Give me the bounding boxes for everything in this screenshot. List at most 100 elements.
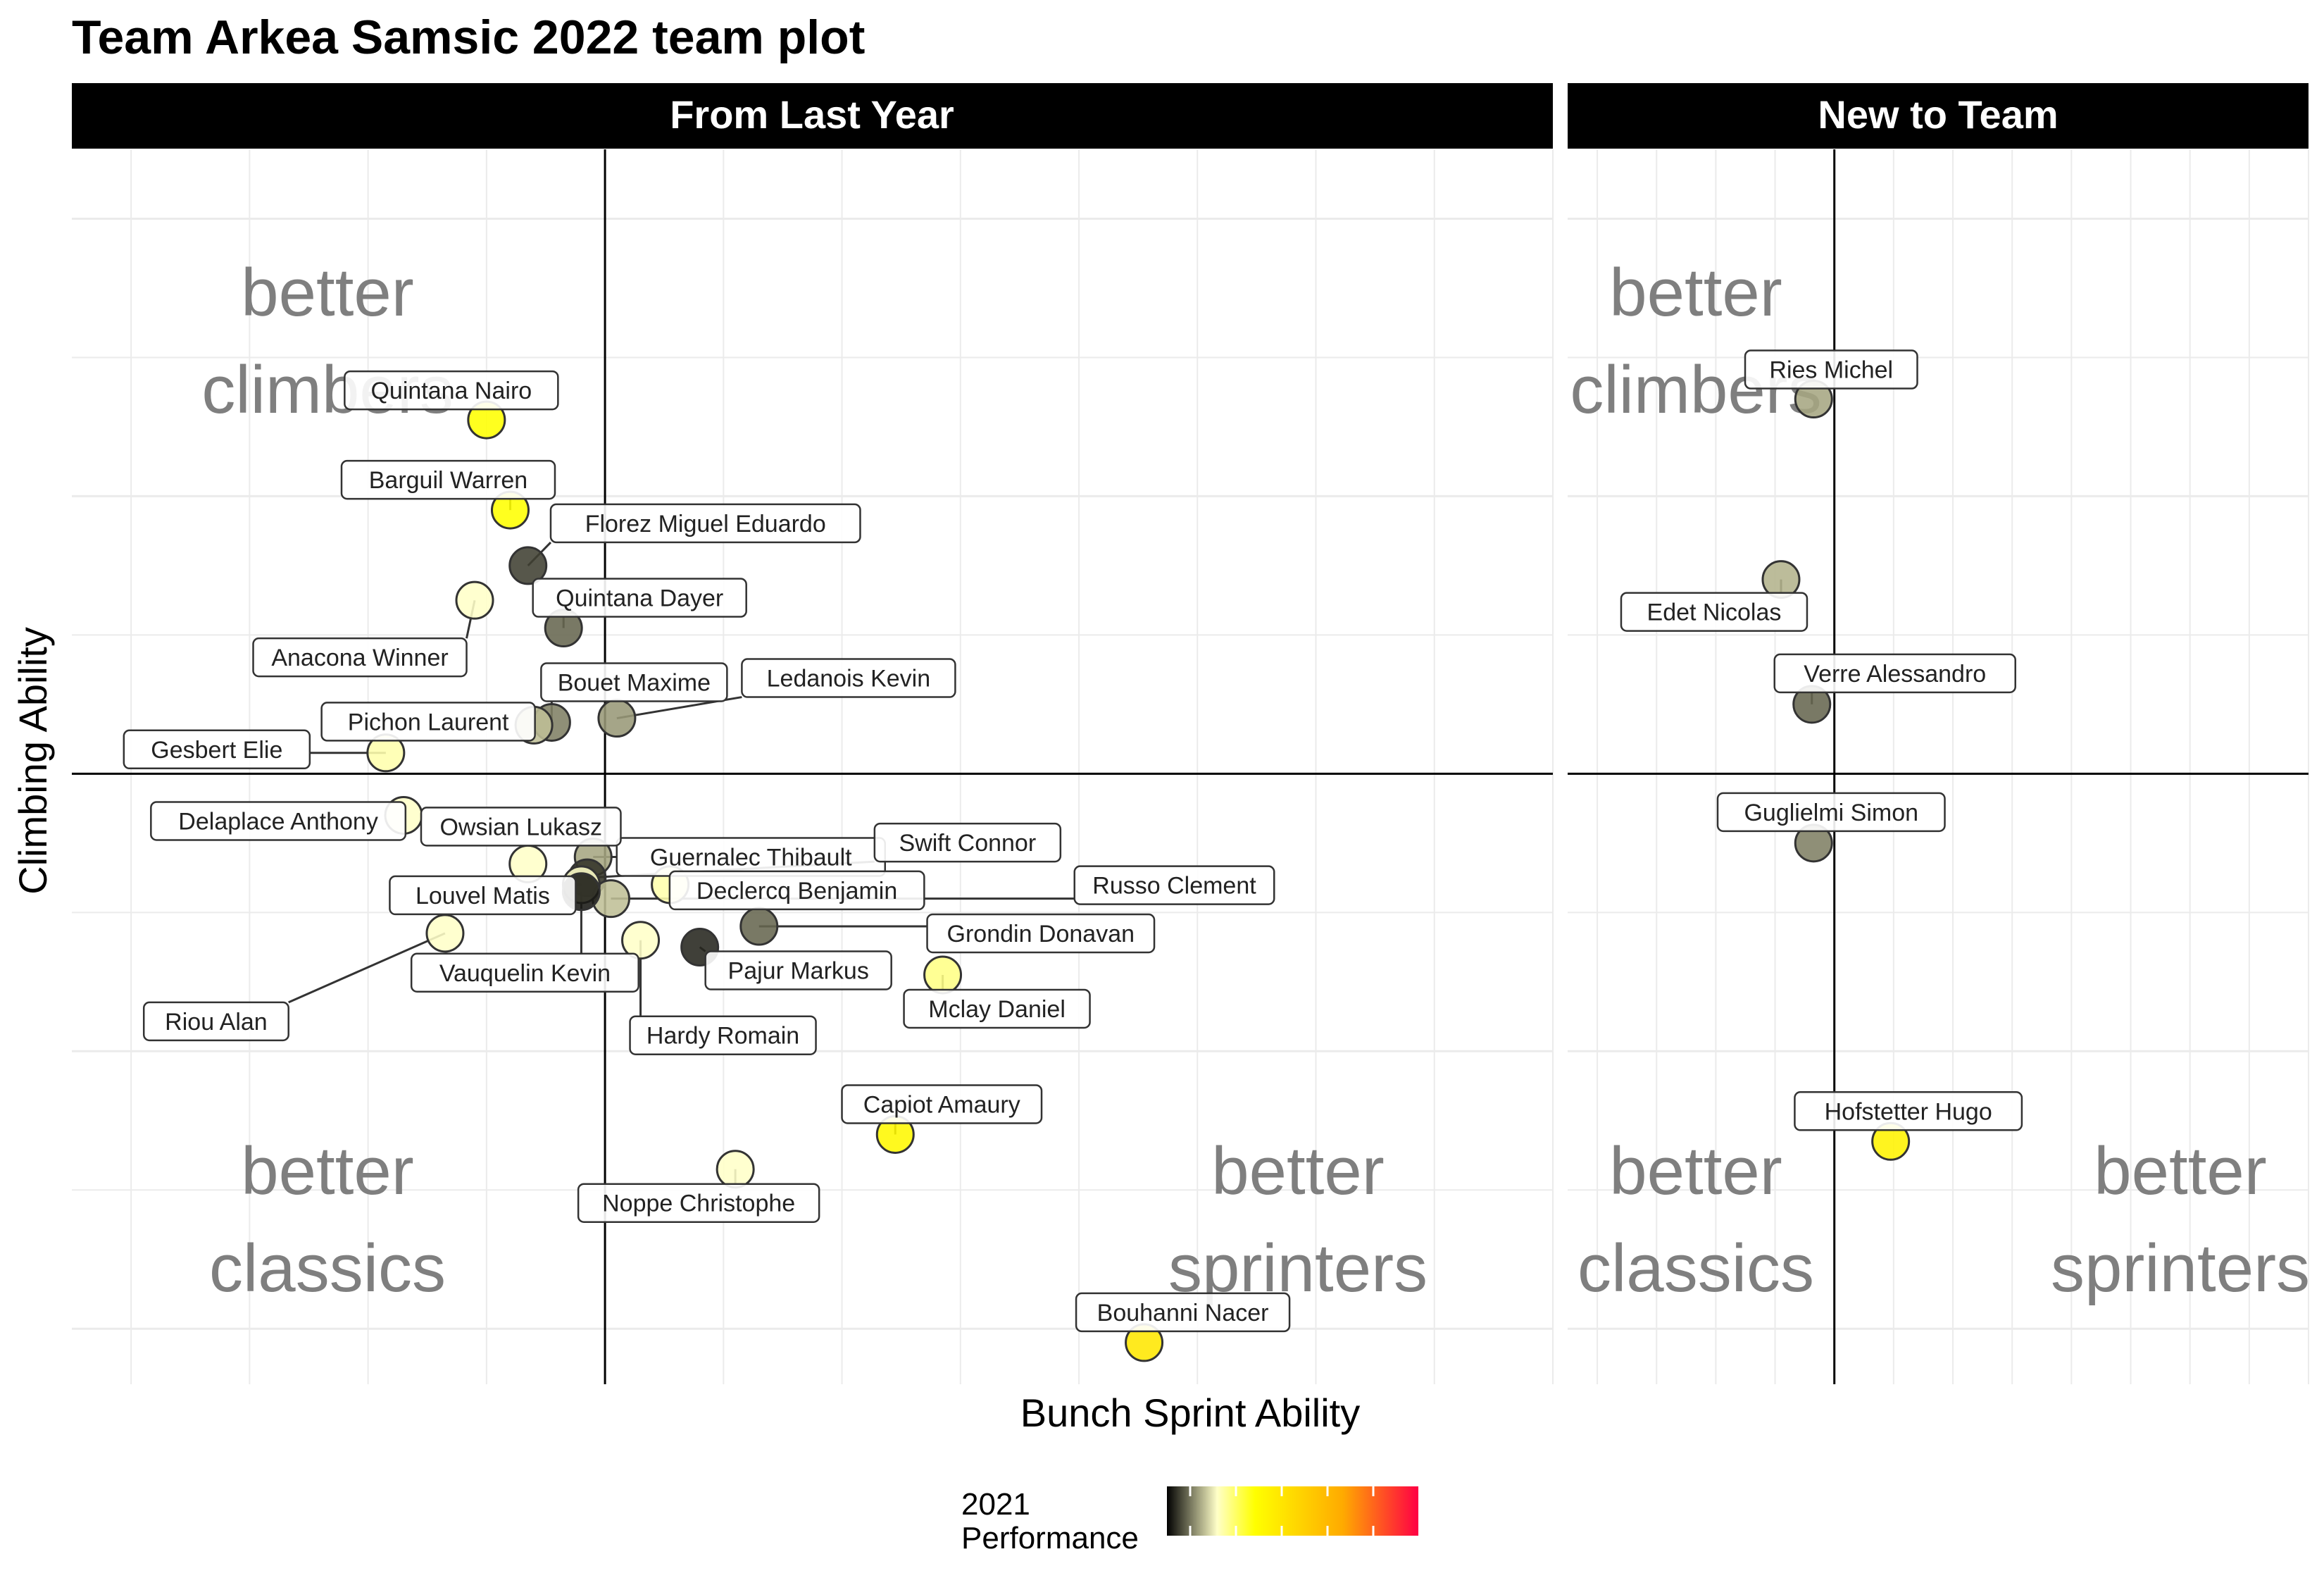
label-ledanois-kevin: Ledanois Kevin bbox=[741, 658, 956, 698]
label-text: Grondin Donavan bbox=[947, 921, 1135, 947]
label-box bbox=[142, 1001, 289, 1042]
label-text: Guglielmi Simon bbox=[1744, 800, 1918, 826]
label-capiot-amaury: Capiot Amaury bbox=[841, 1084, 1043, 1124]
quadrant-bottom-left-line1: better bbox=[241, 1133, 413, 1209]
label-box bbox=[668, 870, 925, 911]
point-grondin-donavan bbox=[739, 907, 779, 946]
label-text: Riou Alan bbox=[165, 1009, 268, 1036]
label-delaplace-anthony: Delaplace Anthony bbox=[150, 801, 407, 841]
quadrant-bottom-left-line1: better bbox=[1609, 1133, 1782, 1209]
facet-title-from-last-year: From Last Year bbox=[670, 92, 954, 137]
label-text: Hofstetter Hugo bbox=[1825, 1098, 1992, 1125]
label-text: Louvel Matis bbox=[416, 883, 550, 909]
point-mclay-daniel bbox=[923, 955, 963, 995]
label-box bbox=[1620, 592, 1808, 632]
labels-new-to-team: Ries Michel Edet Nicolas Verre Alessandro G… bbox=[1620, 349, 2023, 1131]
label-bouet-maxime: Bouet Maxime bbox=[540, 662, 728, 702]
label-hardy-romain: Hardy Romain bbox=[629, 1015, 817, 1055]
label-text: Anacona Winner bbox=[271, 645, 448, 671]
label-box bbox=[540, 662, 728, 702]
label-text: Pajur Markus bbox=[728, 958, 869, 985]
label-text: Russo Clement bbox=[1092, 873, 1256, 900]
quadrant-top-left-line1: better bbox=[241, 255, 413, 330]
point-hardy-romain bbox=[621, 921, 661, 960]
quadrant-bottom-left-line2: classics bbox=[1578, 1231, 1814, 1306]
label-text: Owsian Lukasz bbox=[439, 814, 602, 840]
point-ledanois-kevin bbox=[597, 699, 637, 738]
quadrant-bottom-right-line1: better bbox=[2094, 1133, 2266, 1209]
label-pichon-laurent: Pichon Laurent bbox=[320, 702, 536, 742]
label-text: Swift Connor bbox=[899, 830, 1037, 857]
facet-from-last-year: From Last Year better climbers better cl… bbox=[72, 83, 1554, 1384]
label-box bbox=[532, 578, 747, 618]
label-box bbox=[1794, 1091, 2023, 1131]
point-noppe-christophe bbox=[716, 1150, 755, 1189]
label-box bbox=[1075, 1292, 1291, 1333]
label-text: Mclay Daniel bbox=[928, 996, 1066, 1023]
label-text: Bouet Maxime bbox=[558, 669, 711, 696]
label-text: Ledanois Kevin bbox=[767, 666, 931, 692]
label-text: Declercq Benjamin bbox=[696, 878, 897, 905]
label-text: Pichon Laurent bbox=[348, 709, 509, 735]
label-vauquelin-kevin: Vauquelin Kevin bbox=[410, 952, 639, 993]
label-noppe-christophe: Noppe Christophe bbox=[577, 1183, 820, 1223]
quadrant-bottom-right-line2: sprinters bbox=[2051, 1231, 2310, 1306]
label-box bbox=[344, 370, 559, 411]
labels-from-last-year: Quintana Nairo Barguil Warren Florez Migue… bbox=[123, 370, 1291, 1333]
label-edet-nicolas: Edet Nicolas bbox=[1620, 592, 1808, 632]
points-new-to-team bbox=[1761, 380, 1911, 1161]
label-hofstetter-hugo: Hofstetter Hugo bbox=[1794, 1091, 2023, 1131]
label-text: Quintana Nairo bbox=[370, 378, 532, 404]
label-text: Verre Alessandro bbox=[1804, 661, 1986, 688]
label-quintana-dayer: Quintana Dayer bbox=[532, 578, 747, 618]
point-riou-alan bbox=[425, 914, 465, 953]
label-box bbox=[150, 801, 407, 841]
label-ries-michel: Ries Michel bbox=[1744, 349, 1918, 390]
label-text: Edet Nicolas bbox=[1647, 599, 1782, 626]
label-bouhanni-nacer: Bouhanni Nacer bbox=[1075, 1292, 1291, 1333]
y-axis-title: Climbing Ability bbox=[11, 627, 55, 895]
quadrant-bottom-right-line1: better bbox=[1211, 1133, 1384, 1209]
label-quintana-nairo: Quintana Nairo bbox=[344, 370, 559, 411]
label-box bbox=[841, 1084, 1043, 1124]
facet-strip bbox=[1568, 83, 2309, 149]
label-gesbert-elie: Gesbert Elie bbox=[123, 729, 311, 770]
label-box bbox=[389, 875, 577, 916]
quadrant-top-left-line1: better bbox=[1609, 255, 1782, 330]
facet-new-to-team: New to Team better climbers better class… bbox=[1568, 83, 2310, 1384]
legend-colorbar bbox=[1167, 1486, 1418, 1536]
quadrant-labels-from-last-year: better climbers better classics better s… bbox=[201, 255, 1427, 1306]
facet-strip bbox=[72, 83, 1553, 149]
label-text: Vauquelin Kevin bbox=[439, 960, 611, 987]
label-box bbox=[873, 822, 1062, 863]
x-axis-title: Bunch Sprint Ability bbox=[1020, 1391, 1360, 1435]
legend-ticks bbox=[1189, 1486, 1375, 1536]
label-text: Gesbert Elie bbox=[151, 737, 282, 764]
label-box bbox=[410, 952, 639, 993]
label-owsian-lukasz: Owsian Lukasz bbox=[420, 807, 622, 847]
label-mclay-daniel: Mclay Daniel bbox=[903, 988, 1091, 1029]
label-box bbox=[577, 1183, 820, 1223]
label-text: Bouhanni Nacer bbox=[1097, 1300, 1269, 1326]
label-box bbox=[340, 459, 556, 500]
legend-title-line1: 2021 bbox=[961, 1487, 1030, 1522]
label-text: Ries Michel bbox=[1769, 357, 1893, 384]
label-box bbox=[1716, 792, 1946, 833]
label-text: Noppe Christophe bbox=[602, 1191, 795, 1217]
label-box bbox=[704, 950, 892, 990]
label-guglielmi-simon: Guglielmi Simon bbox=[1716, 792, 1946, 833]
label-barguil-warren: Barguil Warren bbox=[340, 459, 556, 500]
label-box bbox=[420, 807, 622, 847]
label-grondin-donavan: Grondin Donavan bbox=[926, 913, 1156, 954]
label-declercq-benjamin: Declercq Benjamin bbox=[668, 870, 925, 911]
label-box bbox=[629, 1015, 817, 1055]
leader-line bbox=[288, 932, 446, 1004]
label-text: Florez Miguel Eduardo bbox=[585, 511, 826, 537]
label-text: Hardy Romain bbox=[646, 1023, 799, 1050]
chart-title: Team Arkea Samsic 2022 team plot bbox=[72, 11, 865, 64]
label-russo-clement: Russo Clement bbox=[1073, 865, 1275, 905]
label-box bbox=[926, 913, 1156, 954]
label-text: Guernalec Thibault bbox=[650, 845, 852, 871]
quadrant-bottom-left-line2: classics bbox=[209, 1231, 446, 1306]
